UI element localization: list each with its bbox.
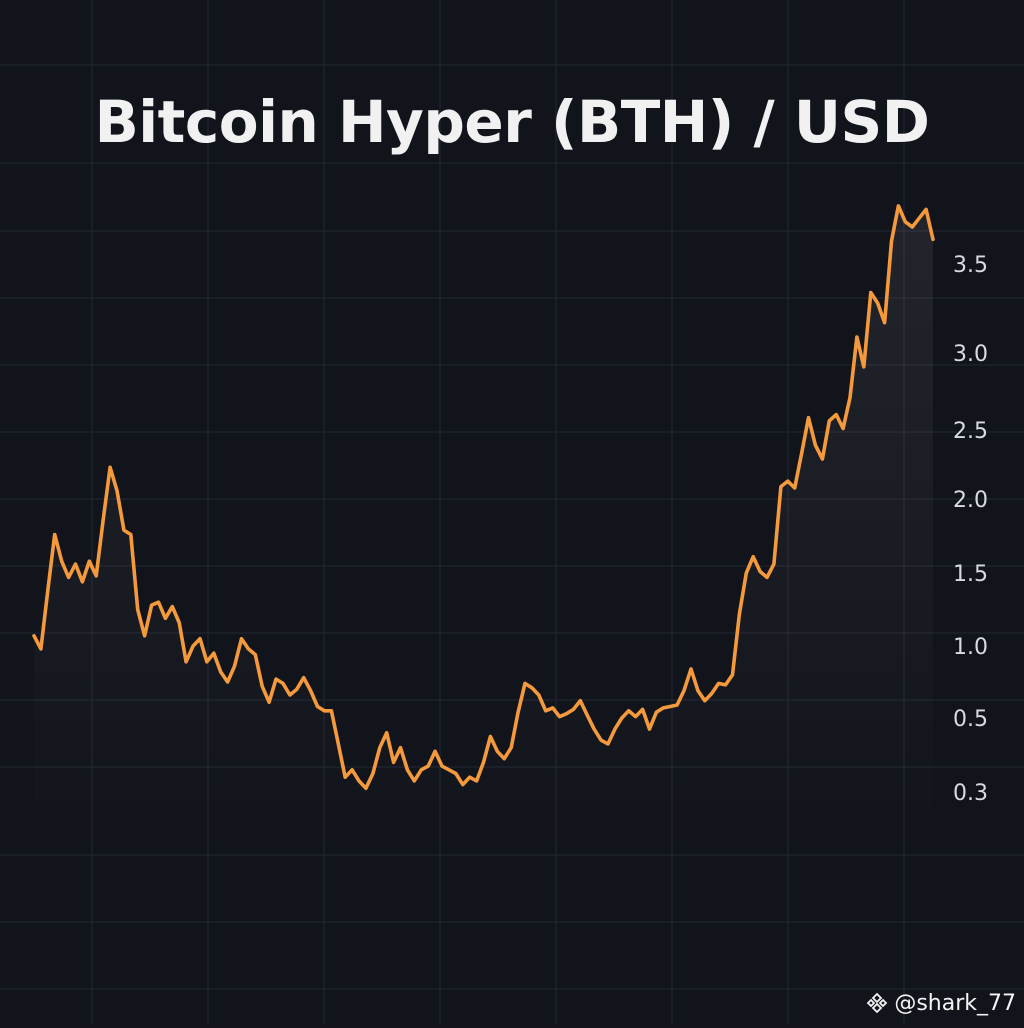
y-tick-label: 0.5 xyxy=(953,707,988,732)
price-area-fill xyxy=(34,205,933,860)
y-tick-label: 1.0 xyxy=(953,635,988,660)
y-tick-label: 3.0 xyxy=(953,342,988,367)
y-tick-label: 0.3 xyxy=(953,781,988,806)
binance-logo-icon xyxy=(867,992,888,1014)
watermark: @shark_77 xyxy=(864,990,1016,1016)
price-series xyxy=(32,204,935,791)
y-tick-label: 2.0 xyxy=(953,488,988,513)
y-tick-label: 2.5 xyxy=(953,419,988,444)
watermark-handle: @shark_77 xyxy=(894,990,1016,1016)
chart-title: Bitcoin Hyper (BTH) / USD xyxy=(94,88,930,156)
price-line xyxy=(32,204,935,791)
y-tick-label: 3.5 xyxy=(953,253,988,278)
price-area xyxy=(34,205,933,860)
y-axis-ticks: 3.5 3.0 2.5 2.0 1.5 1.0 0.5 0.3 xyxy=(953,253,988,806)
y-tick-label: 1.5 xyxy=(953,562,988,587)
